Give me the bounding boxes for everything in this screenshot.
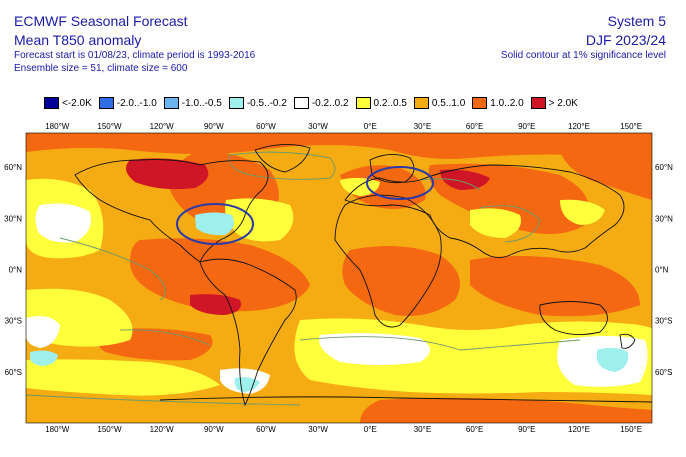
north-america-circle	[176, 203, 254, 245]
lon-tick-label: 0°E	[364, 425, 377, 434]
lon-tick-label: 150°W	[97, 425, 122, 434]
axis-labels: 180°W 180°W 150°W 150°W 120°W 120°W 90°W 90°W 60…	[4, 122, 673, 434]
contour-note: Solid contour at 1% significance level	[500, 50, 666, 61]
significance-contours	[26, 151, 581, 406]
lat-tick-label: 60°S	[5, 368, 22, 377]
legend-swatch	[98, 97, 114, 109]
lon-tick-label: 30°E	[414, 122, 431, 131]
legend-swatch	[530, 97, 546, 109]
weak-cold-anomaly-zones	[30, 212, 629, 392]
lat-tick-label: 60°N	[4, 163, 22, 172]
lon-tick-label: 180°W	[45, 122, 70, 131]
lat-tick-label: 30°N	[4, 214, 22, 223]
legend-swatch	[44, 97, 59, 109]
legend-item: <-2.0K	[44, 95, 92, 111]
lon-tick-label: 0°E	[364, 122, 377, 131]
legend-item: -1.0..-0.5	[163, 95, 222, 111]
legend-swatch	[472, 97, 488, 109]
lon-tick-label: 120°E	[568, 425, 590, 434]
lat-tick-label: 30°N	[655, 214, 673, 223]
season-label: DJF 2023/24	[585, 32, 666, 48]
system-label: System 5	[607, 13, 666, 29]
lon-tick-label: 150°E	[620, 122, 642, 131]
lon-tick-label: 150°E	[620, 425, 642, 434]
legend-item: -0.5..-0.2	[228, 95, 287, 111]
scandinavia-circle	[366, 166, 434, 200]
lon-tick-label: 60°W	[256, 122, 276, 131]
lon-tick-label: 120°E	[568, 122, 590, 131]
lon-tick-label: 90°W	[204, 425, 224, 434]
lat-tick-label: 60°S	[655, 368, 672, 377]
legend-item: > 2.0K	[530, 95, 578, 111]
legend-swatch	[163, 97, 179, 109]
lon-tick-label: 30°E	[414, 425, 431, 434]
anomaly-field	[26, 133, 652, 423]
map-frame	[25, 132, 653, 424]
lon-tick-label: 60°E	[466, 425, 483, 434]
legend-item: 1.0..2.0	[472, 95, 524, 111]
forecast-info: Forecast start is 01/08/23, climate peri…	[14, 50, 256, 61]
lat-tick-label: 30°S	[5, 317, 22, 326]
lon-tick-label: 60°W	[256, 425, 276, 434]
lon-tick-label: 60°E	[466, 122, 483, 131]
lon-tick-label: 120°W	[150, 425, 175, 434]
lat-tick-label: 0°N	[655, 265, 669, 274]
neutral-anomaly-zones	[26, 203, 648, 394]
continent-outlines	[74, 144, 652, 407]
legend-item: 0.2..0.5	[355, 95, 407, 111]
color-legend: <-2.0K -2.0..-1.0 -1.0..-0.5 -0.5..-0.2 …	[44, 95, 585, 111]
legend-item: 0.5..1.0	[413, 95, 465, 111]
legend-swatch	[228, 97, 244, 109]
lon-tick-label: 90°E	[518, 425, 535, 434]
legend-item: -0.2..0.2	[293, 95, 349, 111]
lat-tick-label: 0°N	[9, 265, 23, 274]
lon-tick-label: 120°W	[150, 122, 175, 131]
lon-tick-label: 90°E	[518, 122, 535, 131]
legend-item: -2.0..-1.0	[98, 95, 157, 111]
header-left: ECMWF Seasonal Forecast Mean T850 anomal…	[14, 12, 255, 75]
legend-swatch	[413, 97, 429, 109]
strong-warm-anomaly-zones	[126, 158, 490, 315]
lon-tick-label: 30°W	[308, 425, 328, 434]
lon-tick-label: 150°W	[97, 122, 122, 131]
lon-tick-label: 90°W	[204, 122, 224, 131]
header-right: System 5 DJF 2023/24 Solid contour at 1%…	[501, 12, 666, 63]
legend-swatch	[293, 97, 309, 109]
lon-tick-label: 30°W	[308, 122, 328, 131]
lat-tick-label: 60°N	[655, 163, 673, 172]
map-title: ECMWF Seasonal Forecast	[14, 13, 188, 29]
lon-tick-label: 180°W	[45, 425, 70, 434]
map-subtitle: Mean T850 anomaly	[14, 32, 142, 48]
legend-swatch	[355, 97, 371, 109]
ensemble-info: Ensemble size = 51, climate size = 600	[14, 62, 188, 74]
lat-tick-label: 30°S	[655, 317, 672, 326]
